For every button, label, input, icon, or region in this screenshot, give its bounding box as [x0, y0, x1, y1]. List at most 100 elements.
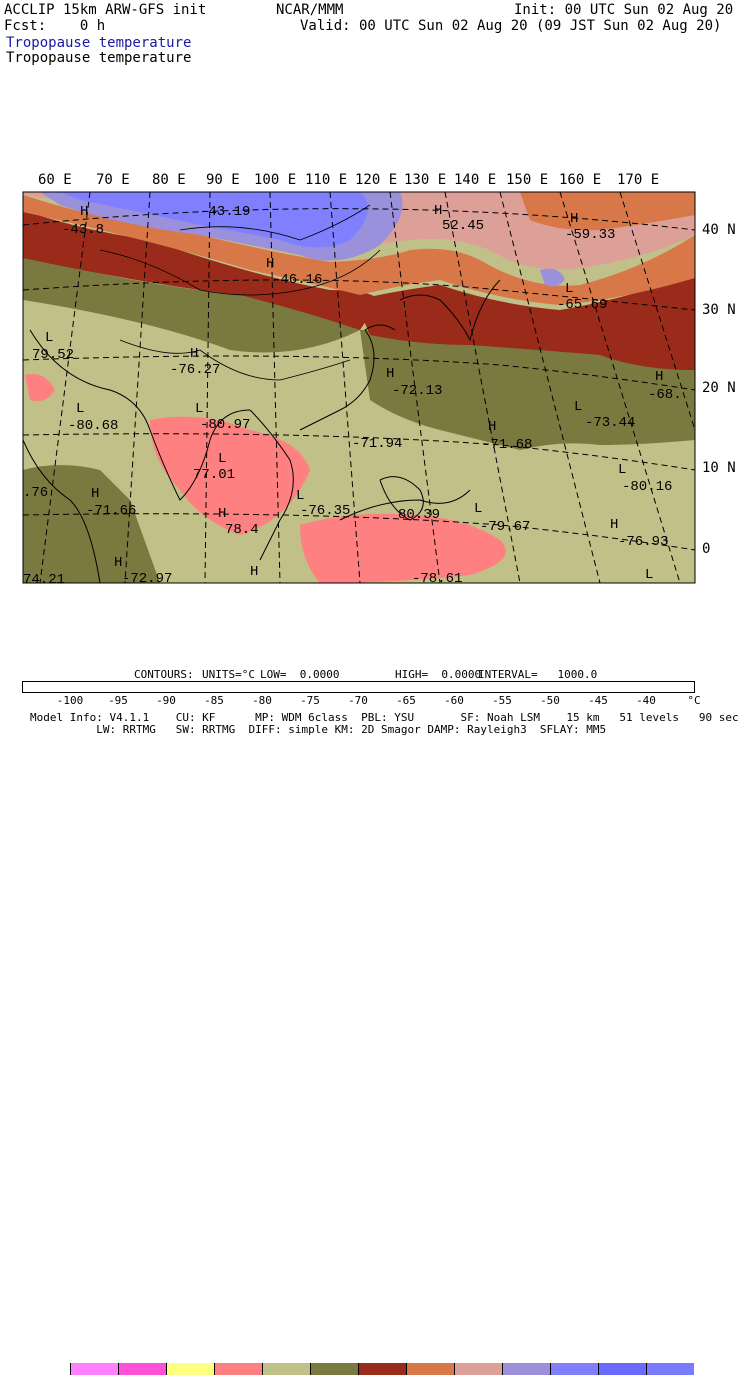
country-borders — [99, 204, 381, 381]
map-sym: L — [45, 330, 53, 346]
map-sym: L — [218, 451, 226, 467]
field-title-black: Tropopause temperature — [6, 50, 192, 66]
map-sym: L — [645, 567, 653, 583]
lon-label-170e: 170 E — [617, 172, 660, 188]
colorbar-box — [359, 1363, 407, 1375]
field-title-blue: Tropopause temperature — [6, 35, 192, 51]
colorbar-box — [263, 1363, 311, 1375]
lat-label-30n: 30 N — [702, 302, 736, 318]
fill-salmon-west — [25, 374, 55, 402]
lon-label-110e: 110 E — [305, 172, 348, 188]
colorbar-tick: -65 — [396, 694, 416, 707]
colorbar-tick: -40 — [636, 694, 656, 707]
map-sym: H — [190, 346, 198, 362]
map-val: -78.61 — [412, 571, 462, 587]
map-val: 79.52 — [32, 347, 74, 363]
colorbar-box — [551, 1363, 599, 1375]
institution-label: NCAR/MMM — [276, 2, 344, 18]
map-sym: H — [488, 419, 496, 435]
fill-olive-southwest — [23, 465, 160, 583]
colorbar-box — [407, 1363, 455, 1375]
map-val: -76.35 — [300, 503, 350, 519]
map-sym: L — [76, 401, 84, 417]
map-sym: H — [80, 204, 88, 220]
fill-darkred-band-east — [355, 275, 695, 370]
lon-label-140e: 140 E — [454, 172, 497, 188]
map-val: -46.16 — [272, 272, 322, 288]
map-sym: H — [570, 211, 578, 227]
map-sym: H — [655, 369, 663, 385]
contour-low: LOW= 0.0000 — [260, 668, 340, 681]
map-sym: H — [218, 506, 226, 522]
colorbar-box — [71, 1363, 119, 1375]
map-val: -79.67 — [480, 519, 530, 535]
coastlines — [23, 279, 501, 583]
fill-salmon-southasia — [150, 416, 310, 535]
model-info-line2: LW: RRTMG SW: RRTMG DIFF: simple KM: 2D … — [30, 723, 607, 736]
lon-label-90e: 90 E — [206, 172, 240, 188]
map-sym: H — [250, 564, 258, 580]
map-sym: H — [386, 366, 394, 382]
colorbar-box — [599, 1363, 647, 1375]
colorbar-tick: -75 — [300, 694, 320, 707]
forecast-hour: Fcst: 0 h — [4, 18, 106, 34]
map-sym: H — [114, 555, 122, 571]
hl-annotations: H -43.8 -43.19 H 52.45 H -59.33 H -46.16… — [23, 203, 682, 588]
colorbar-box — [311, 1363, 359, 1375]
lon-label-100e: 100 E — [254, 172, 297, 188]
map-sym: L — [474, 501, 482, 517]
colorbar-tick: -55 — [492, 694, 512, 707]
colorbar-box — [215, 1363, 263, 1375]
lat-label-0: 0 — [702, 541, 711, 557]
lat-label-20n: 20 N — [702, 380, 736, 396]
map-val: -76.27 — [170, 362, 220, 378]
tropopause-temperature-map: H -43.8 -43.19 H 52.45 H -59.33 H -46.16… — [22, 191, 696, 588]
lat-lon-grid — [23, 192, 695, 583]
lon-label-160e: 160 E — [559, 172, 602, 188]
colorbar-tick: -100 — [56, 694, 84, 707]
colorbar-tick: -80 — [252, 694, 272, 707]
map-val: -80.97 — [200, 417, 250, 433]
map-val: -43.8 — [62, 222, 104, 238]
valid-time: Valid: 00 UTC Sun 02 Aug 20 (09 JST Sun … — [300, 18, 722, 34]
map-val: -71.94 — [352, 436, 402, 452]
map-val: -72.13 — [392, 383, 442, 399]
colorbar-tick: -70 — [348, 694, 368, 707]
colorbar-box — [119, 1363, 167, 1375]
contour-units: UNITS=°C — [202, 668, 255, 681]
map-val: 80.39 — [398, 507, 440, 523]
filled-contour-field — [23, 192, 695, 583]
colorbar-tick: -85 — [204, 694, 224, 707]
colorbar-box — [167, 1363, 215, 1375]
map-frame — [22, 191, 696, 584]
fill-olive-north — [23, 255, 360, 353]
map-sym: H — [434, 203, 442, 219]
lon-label-80e: 80 E — [152, 172, 186, 188]
lon-label-150e: 150 E — [506, 172, 549, 188]
map-val: -71.68 — [482, 437, 532, 453]
map-sym: L — [296, 488, 304, 504]
colorbar-tick: -60 — [444, 694, 464, 707]
colorbar-unit: °C — [687, 694, 701, 707]
fill-orange-northeast — [520, 192, 695, 231]
lat-label-40n: 40 N — [702, 222, 736, 238]
map-val: -72.97 — [122, 571, 172, 587]
contour-high: HIGH= 0.0000 — [395, 668, 482, 681]
model-info-line1: Model Info: V4.1.1 CU: KF MP: WDM 6class… — [30, 711, 739, 724]
lon-label-120e: 120 E — [355, 172, 398, 188]
fill-blue-north — [60, 192, 368, 248]
map-sym: L — [195, 401, 203, 417]
map-val: -80.68 — [68, 418, 118, 434]
fill-lavender-spot — [540, 268, 565, 287]
colorbar-box — [503, 1363, 551, 1375]
map-val: 78.4 — [225, 522, 259, 538]
map-val: 52.45 — [442, 218, 484, 234]
map-val: -76.93 — [618, 534, 668, 550]
map-sym: H — [91, 486, 99, 502]
map-sym: H — [266, 256, 274, 272]
fill-darkred-band-west — [23, 210, 380, 330]
map-val: -68. — [648, 387, 682, 403]
map-val: -71.66 — [86, 503, 136, 519]
map-val: .76 — [23, 485, 48, 501]
fill-salmon-maritime — [330, 536, 380, 560]
